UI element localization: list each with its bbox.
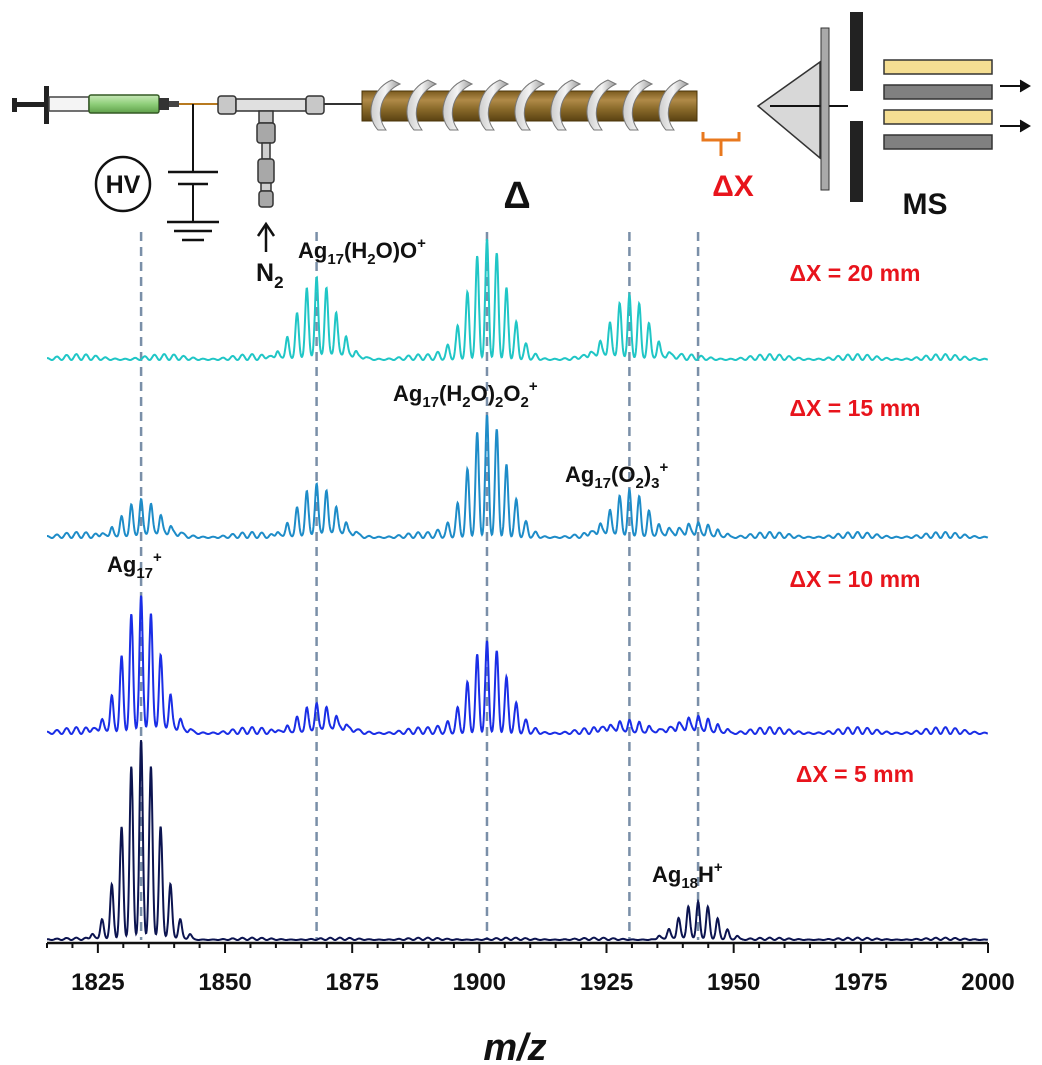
ms-label: MS: [903, 188, 948, 221]
series-line: [47, 740, 989, 941]
coil-turn: [658, 79, 690, 131]
gas-inlet-arrow-icon: [256, 221, 276, 252]
syringe-icon: [12, 86, 179, 124]
series-line: [47, 595, 989, 736]
coil-turn: [406, 79, 438, 131]
coil-turn: [586, 79, 618, 131]
series-line: [47, 238, 989, 362]
x-axis-label: m/z: [483, 1027, 546, 1065]
coil-turn: [514, 79, 546, 131]
x-tick-label: 1900: [453, 969, 506, 996]
hv-label: HV: [106, 171, 141, 199]
x-axis: 1825 1850 1875 1900 1925 1950 1975 2000: [46, 941, 1015, 996]
annotation-ag17: Ag17+: [107, 549, 162, 582]
annotation-ag17-h2o2-o2: Ag17(H2O)2O2+: [393, 378, 538, 411]
gap-label: ΔX: [712, 170, 754, 203]
apparatus-schematic: HV N2 Δ ΔX: [12, 12, 1031, 292]
gas-label: N2: [256, 259, 284, 292]
x-tick-label: 1850: [198, 969, 251, 996]
tee-fitting-icon: [217, 95, 362, 208]
x-tick-label: 1950: [707, 969, 760, 996]
coil-turn: [478, 79, 510, 131]
spectra-traces: [47, 238, 989, 941]
coil-turn: [622, 79, 654, 131]
x-tick-label: 2000: [961, 969, 1014, 996]
annotation-ag17-h2o-o: Ag17(H2O)O+: [298, 235, 426, 268]
series-label-10mm: ΔX = 10 mm: [790, 566, 921, 592]
series-label-20mm: ΔX = 20 mm: [790, 260, 921, 286]
annotation-ag17-o2-3: Ag17(O2)3+: [565, 459, 668, 492]
ground-icon: [167, 220, 219, 242]
heated-capillary-icon: [361, 79, 698, 131]
x-tick-label: 1825: [71, 969, 124, 996]
coil-turn: [550, 79, 582, 131]
gap-bracket-icon: [701, 132, 741, 156]
series-label-5mm: ΔX = 5 mm: [796, 761, 914, 787]
series-line: [47, 414, 989, 540]
x-tick-label: 1975: [834, 969, 887, 996]
x-tick-label: 1925: [580, 969, 633, 996]
coil-turn: [442, 79, 474, 131]
mass-spectrometer-icon: [756, 12, 1031, 202]
hv-source-icon: HV: [94, 155, 152, 213]
coil-turn: [370, 79, 402, 131]
x-tick-label: 1875: [325, 969, 378, 996]
series-label-15mm: ΔX = 15 mm: [790, 395, 921, 421]
reference-lines: [139, 232, 700, 940]
heater-label: Δ: [503, 175, 530, 217]
annotation-ag18h: Ag18H+: [652, 859, 723, 892]
